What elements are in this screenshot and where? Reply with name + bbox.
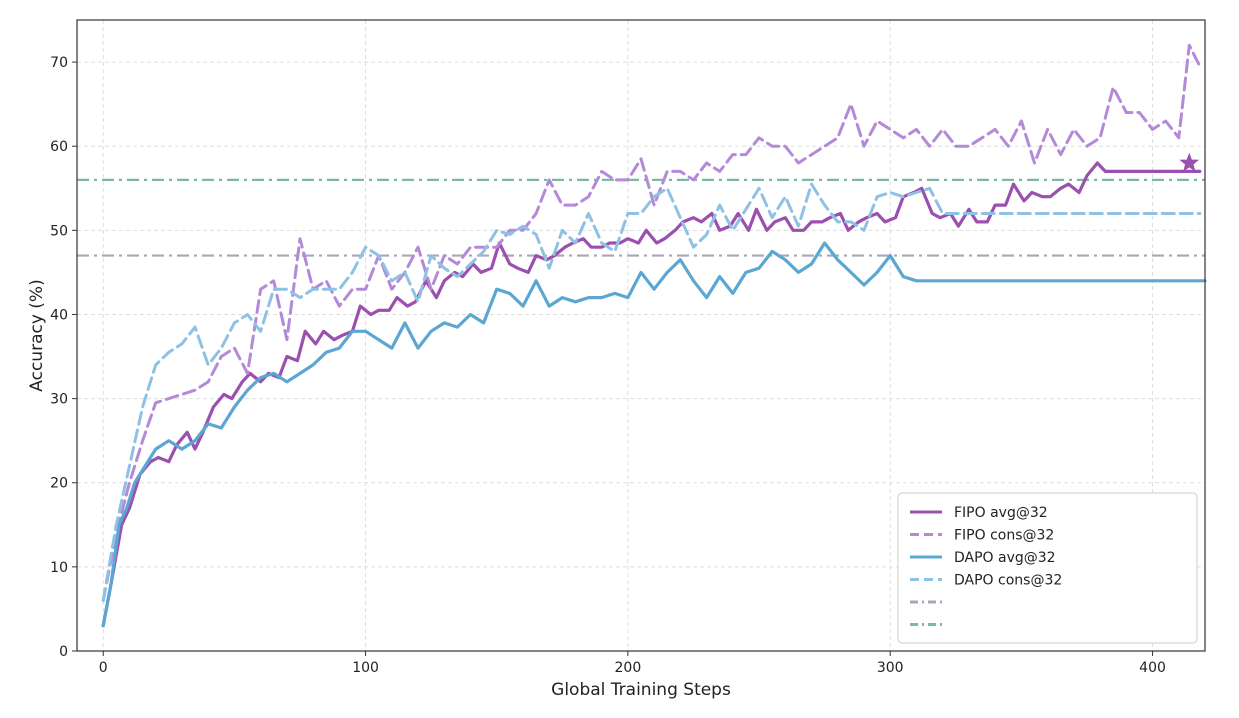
plot-frame <box>76 19 1206 652</box>
ticks: 0 100 200 300 400 0 10 20 30 40 50 60 70 <box>50 55 1166 676</box>
x-axis-label: Global Training Steps <box>551 680 731 700</box>
y-tick-label: 40 <box>50 307 68 323</box>
markers <box>1179 152 1200 172</box>
y-tick-label: 60 <box>50 139 68 155</box>
legend-label: FIPO avg@32 <box>954 505 1048 521</box>
legend-label: DAPO cons@32 <box>954 573 1062 589</box>
x-tick-label: 100 <box>352 660 379 676</box>
legend: FIPO avg@32 FIPO cons@32 DAPO avg@32 DAPO c… <box>897 492 1198 644</box>
x-tick-label: 400 <box>1139 660 1166 676</box>
series-line-fipo-avg-32 <box>101 161 1202 628</box>
x-tick-label: 200 <box>615 660 642 676</box>
x-tick-label: 0 <box>99 660 108 676</box>
x-tick-label: 300 <box>877 660 904 676</box>
series-line-dapo-cons-32 <box>101 182 1202 602</box>
series-line-dapo-avg-32 <box>101 241 1207 628</box>
y-axis-label: Accuracy (%) <box>27 279 47 391</box>
y-tick-label: 20 <box>50 476 68 492</box>
y-tick-label: 70 <box>50 55 68 71</box>
series-group <box>101 43 1207 628</box>
series-line-fipo-cons-32 <box>101 43 1202 602</box>
legend-box <box>897 492 1198 644</box>
y-tick-label: 0 <box>59 644 68 660</box>
y-tick-label: 10 <box>50 560 68 576</box>
legend-label: FIPO cons@32 <box>954 528 1054 544</box>
y-tick-label: 30 <box>50 392 68 408</box>
y-tick-label: 50 <box>50 223 68 239</box>
star-marker <box>1179 152 1200 172</box>
legend-label: DAPO avg@32 <box>954 550 1056 566</box>
